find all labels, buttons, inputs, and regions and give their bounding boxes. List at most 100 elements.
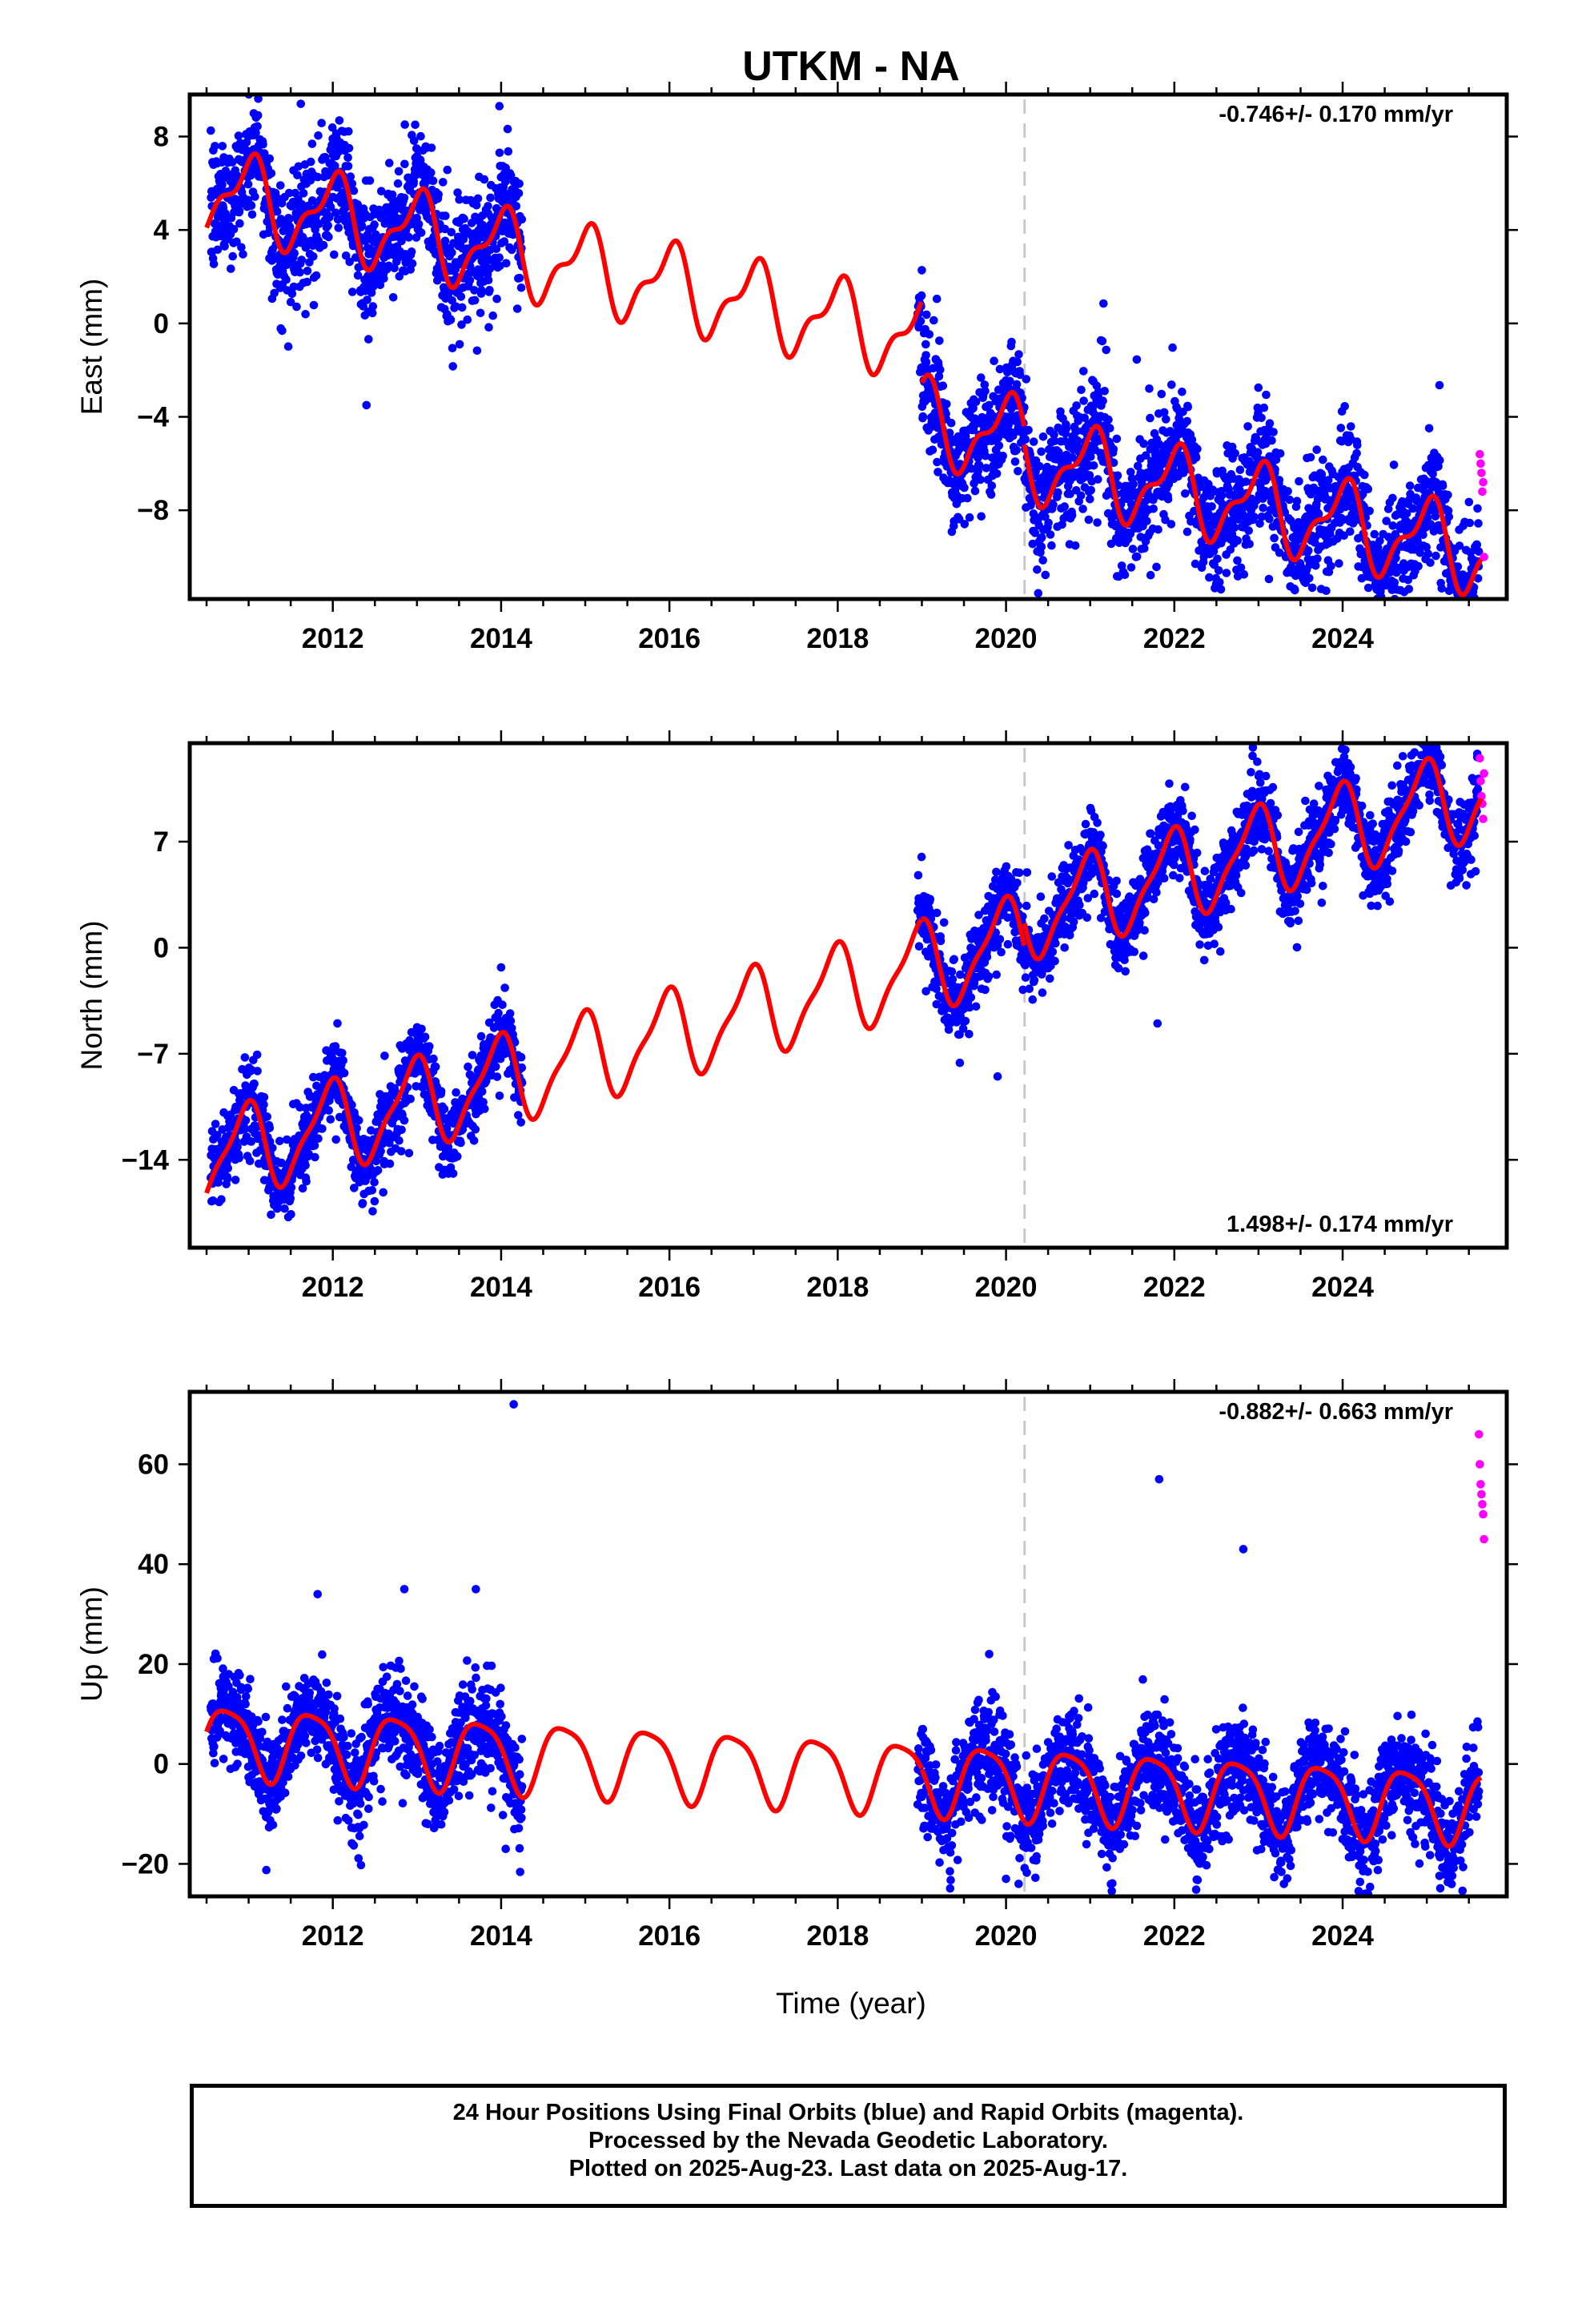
final-orbit-point: [984, 972, 994, 981]
final-orbit-point: [283, 342, 293, 352]
final-orbit-point: [1275, 476, 1284, 485]
final-orbit-point: [1460, 625, 1468, 634]
final-orbit-point: [1383, 505, 1393, 513]
final-orbit-point: [966, 464, 976, 473]
final-orbit-point: [1306, 452, 1315, 462]
final-orbit-point: [495, 253, 504, 263]
final-orbit-point: [347, 179, 357, 188]
final-orbit-points: [207, 94, 1488, 657]
final-orbit-point: [1007, 337, 1016, 347]
final-orbit-point: [981, 452, 990, 460]
final-orbit-point: [1002, 862, 1011, 871]
final-orbit-point: [1227, 442, 1237, 452]
final-orbit-point: [307, 139, 317, 148]
final-orbit-point: [302, 1176, 311, 1186]
final-orbit-point: [1082, 913, 1092, 923]
final-orbit-point: [1262, 430, 1271, 440]
final-orbit-point: [997, 947, 1006, 957]
final-orbit-point: [932, 294, 942, 304]
final-orbit-point: [921, 351, 930, 360]
final-orbit-point: [1089, 461, 1098, 470]
final-orbit-point: [387, 190, 397, 199]
final-orbit-point: [1414, 561, 1423, 571]
final-orbit-point: [323, 221, 333, 230]
final-orbit-point: [982, 952, 992, 962]
final-orbit-point: [1003, 939, 1013, 949]
final-orbit-point: [368, 282, 378, 292]
final-orbit-point: [969, 404, 978, 413]
final-orbit-point: [1047, 541, 1056, 550]
final-orbit-point: [1050, 956, 1059, 966]
final-orbit-point: [1136, 468, 1146, 477]
final-orbit-point: [220, 242, 229, 251]
final-orbit-point: [287, 1210, 295, 1219]
final-orbit-point: [1157, 389, 1166, 399]
final-orbit-point: [1142, 451, 1150, 460]
final-orbit-point: [935, 336, 944, 345]
final-orbit-point: [1128, 545, 1138, 553]
final-orbit-point: [1046, 530, 1055, 539]
final-orbit-point: [965, 1030, 974, 1039]
final-orbit-point: [922, 310, 931, 320]
final-orbit-point: [1191, 453, 1201, 462]
final-orbit-point: [303, 267, 312, 275]
final-orbit-point: [1241, 477, 1251, 486]
rapid-orbit-point: [1478, 487, 1487, 497]
final-orbit-point: [217, 1195, 226, 1204]
final-orbit-point: [357, 221, 367, 231]
final-orbit-point: [385, 1159, 395, 1168]
final-orbit-point: [362, 400, 371, 410]
final-orbit-point: [1050, 436, 1059, 445]
final-orbit-point: [290, 249, 299, 258]
final-orbit-point: [263, 1112, 272, 1121]
final-orbit-point: [1021, 435, 1030, 444]
final-orbit-point: [417, 1024, 426, 1034]
final-orbit-point: [966, 993, 976, 1002]
final-orbit-point: [495, 1092, 504, 1100]
final-orbit-point: [296, 99, 306, 108]
final-orbit-point: [981, 985, 990, 995]
final-orbit-point: [1435, 621, 1444, 629]
final-orbit-point: [1452, 609, 1461, 617]
final-orbit-point: [1120, 570, 1130, 579]
final-orbit-point: [491, 1062, 500, 1072]
final-orbit-point: [414, 219, 424, 229]
final-orbit-point: [364, 335, 373, 344]
final-orbit-point: [913, 870, 923, 880]
final-orbit-point: [221, 209, 231, 218]
final-orbit-point: [455, 195, 464, 204]
final-orbit-point: [1466, 649, 1475, 657]
final-orbit-point: [985, 400, 994, 410]
final-orbit-point: [1134, 461, 1142, 471]
final-orbit-point: [1245, 540, 1254, 549]
final-orbit-point: [917, 852, 926, 862]
final-orbit-point: [485, 264, 495, 273]
final-orbit-point: [1126, 468, 1135, 476]
final-orbit-point: [1262, 390, 1271, 400]
final-orbit-point: [319, 240, 328, 250]
final-orbit-point: [512, 202, 521, 211]
final-orbit-point: [359, 302, 368, 311]
final-orbit-point: [1336, 424, 1346, 432]
final-orbit-point: [397, 1125, 406, 1135]
final-orbit-point: [375, 280, 385, 290]
final-orbit-point: [396, 1147, 406, 1156]
final-orbit-point: [934, 372, 944, 381]
final-orbit-point: [939, 918, 949, 927]
final-orbit-point: [995, 364, 1005, 374]
final-orbit-point: [265, 154, 275, 163]
final-orbit-point: [498, 1000, 507, 1009]
final-orbit-point: [385, 159, 394, 167]
final-orbit-point: [484, 323, 493, 332]
final-orbit-point: [1030, 975, 1039, 984]
final-orbit-point: [1327, 561, 1335, 571]
final-orbit-point: [1470, 615, 1479, 624]
final-orbit-point: [1456, 613, 1465, 621]
final-orbit-point: [1360, 470, 1369, 480]
final-orbit-point: [1064, 841, 1073, 850]
final-orbit-point: [1022, 868, 1032, 877]
final-orbit-point: [916, 316, 926, 326]
final-orbit-point: [259, 1100, 268, 1109]
final-orbit-point: [427, 168, 436, 177]
final-orbit-point: [963, 493, 972, 503]
